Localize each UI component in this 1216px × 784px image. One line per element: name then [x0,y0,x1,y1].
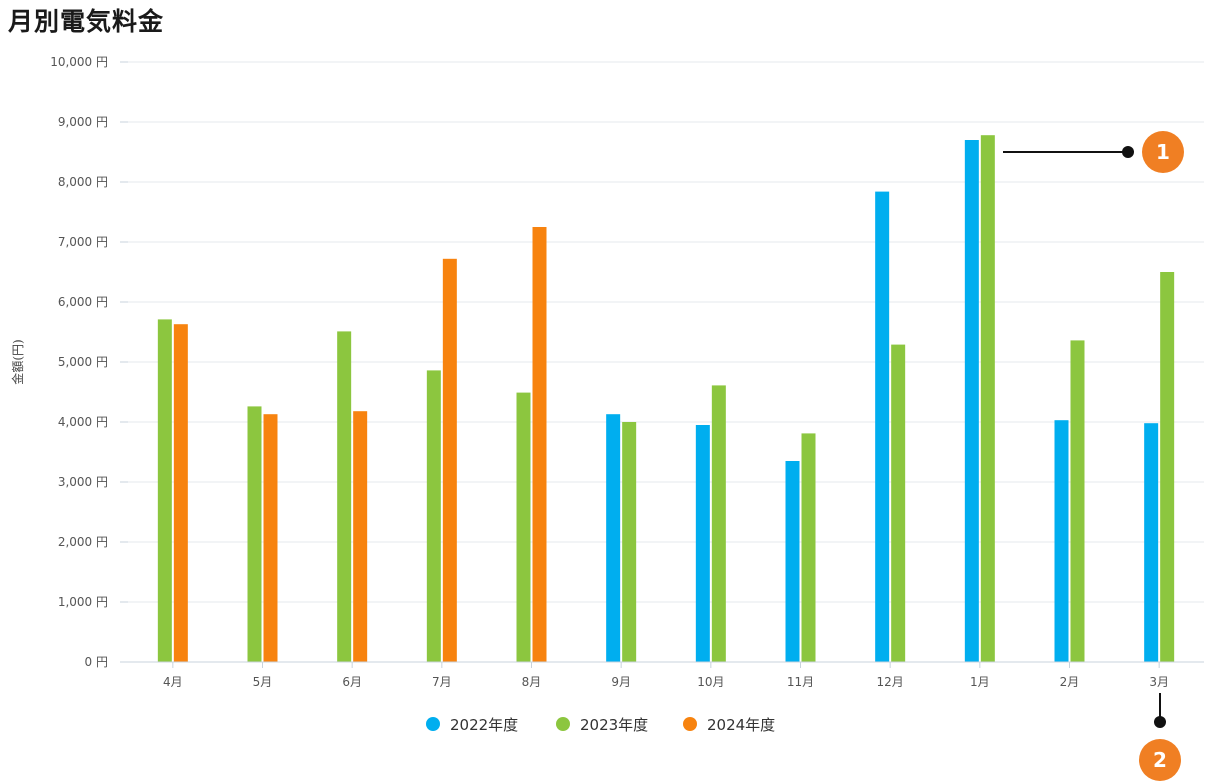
x-tick-label: 1月 [970,675,990,689]
x-tick-label: 5月 [253,675,273,689]
x-axis-ticks: 4月 5月 6月 7月 8月 9月 10月 11月 12月 1月 2月 3月 [163,662,1169,689]
bar-11月-series-0[interactable] [785,461,800,662]
legend-item-2[interactable]: 2024年度 [683,716,775,734]
x-tick-label: 2月 [1060,675,1080,689]
callout-2: 2 [1139,693,1181,781]
callout-1: 1 [1003,131,1184,173]
y-tick-label: 1,000 円 [58,595,108,609]
y-tick-label: 4,000 円 [58,415,108,429]
callout-1-badge [1142,131,1184,173]
bar-7月-series-1[interactable] [426,370,441,662]
bar-12月-series-1[interactable] [891,344,906,662]
x-tick-label: 7月 [432,675,452,689]
bar-9月-series-1[interactable] [622,422,637,662]
bar-6月-series-2[interactable] [353,411,368,662]
legend-swatch [556,717,570,731]
x-tick-label: 8月 [522,675,542,689]
y-tick-label: 8,000 円 [58,175,108,189]
x-tick-label: 4月 [163,675,183,689]
bar-5月-series-2[interactable] [263,414,278,662]
legend[interactable]: 2022年度 2023年度 2024年度 [426,716,775,734]
bar-2月-series-1[interactable] [1070,340,1085,662]
x-tick-label: 12月 [877,675,904,689]
bar-10月-series-0[interactable] [695,425,710,662]
y-axis-label: 金額(円) [10,339,25,384]
x-tick-label: 3月 [1149,675,1169,689]
callout-2-leader-dot [1154,716,1166,728]
legend-label: 2024年度 [707,716,775,734]
bar-12月-series-0[interactable] [875,191,890,662]
callout-2-badge [1139,739,1181,781]
y-axis-ticks: 0 円 1,000 円 2,000 円 3,000 円 4,000 円 5,000 円 6,… [50,55,128,669]
bar-5月-series-1[interactable] [247,406,262,662]
legend-label: 2023年度 [580,716,648,734]
y-tick-label: 3,000 円 [58,475,108,489]
bar-1月-series-0[interactable] [964,140,979,662]
bar-10月-series-1[interactable] [711,385,726,662]
callout-1-leader-dot [1122,146,1134,158]
legend-swatch [683,717,697,731]
bars [157,135,1175,662]
bar-6月-series-1[interactable] [337,331,352,662]
callout-2-number: 2 [1153,748,1167,772]
bar-8月-series-2[interactable] [532,227,547,662]
bar-3月-series-1[interactable] [1160,272,1175,662]
bar-4月-series-2[interactable] [173,324,188,662]
x-tick-label: 6月 [342,675,362,689]
grid-lines [128,61,1204,603]
bar-7月-series-2[interactable] [442,258,457,662]
bar-1月-series-1[interactable] [980,135,995,662]
legend-swatch [426,717,440,731]
bar-2月-series-0[interactable] [1054,420,1069,662]
bar-11月-series-1[interactable] [801,433,816,662]
y-tick-label: 7,000 円 [58,235,108,249]
bar-8月-series-1[interactable] [516,392,531,662]
legend-item-1[interactable]: 2023年度 [556,716,648,734]
x-tick-label: 11月 [787,675,814,689]
y-tick-label: 0 円 [85,655,108,669]
x-tick-label: 10月 [697,675,724,689]
bar-9月-series-0[interactable] [606,414,621,662]
y-tick-label: 2,000 円 [58,535,108,549]
y-tick-label: 9,000 円 [58,115,108,129]
callout-1-number: 1 [1156,140,1170,164]
bar-4月-series-1[interactable] [157,319,172,662]
y-tick-label: 5,000 円 [58,355,108,369]
x-tick-label: 9月 [611,675,631,689]
y-tick-label: 6,000 円 [58,295,108,309]
legend-label: 2022年度 [450,716,518,734]
chart-title: 月別電気料金 [8,7,165,36]
bar-3月-series-0[interactable] [1144,423,1159,662]
y-tick-label: 10,000 円 [50,55,108,69]
legend-item-0[interactable]: 2022年度 [426,716,518,734]
